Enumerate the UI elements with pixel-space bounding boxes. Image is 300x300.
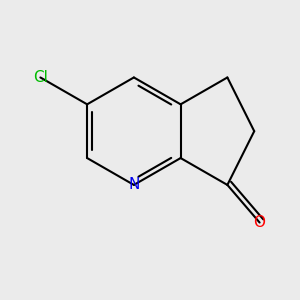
Text: O: O	[254, 215, 266, 230]
Text: Cl: Cl	[33, 70, 48, 85]
Text: N: N	[128, 177, 140, 192]
